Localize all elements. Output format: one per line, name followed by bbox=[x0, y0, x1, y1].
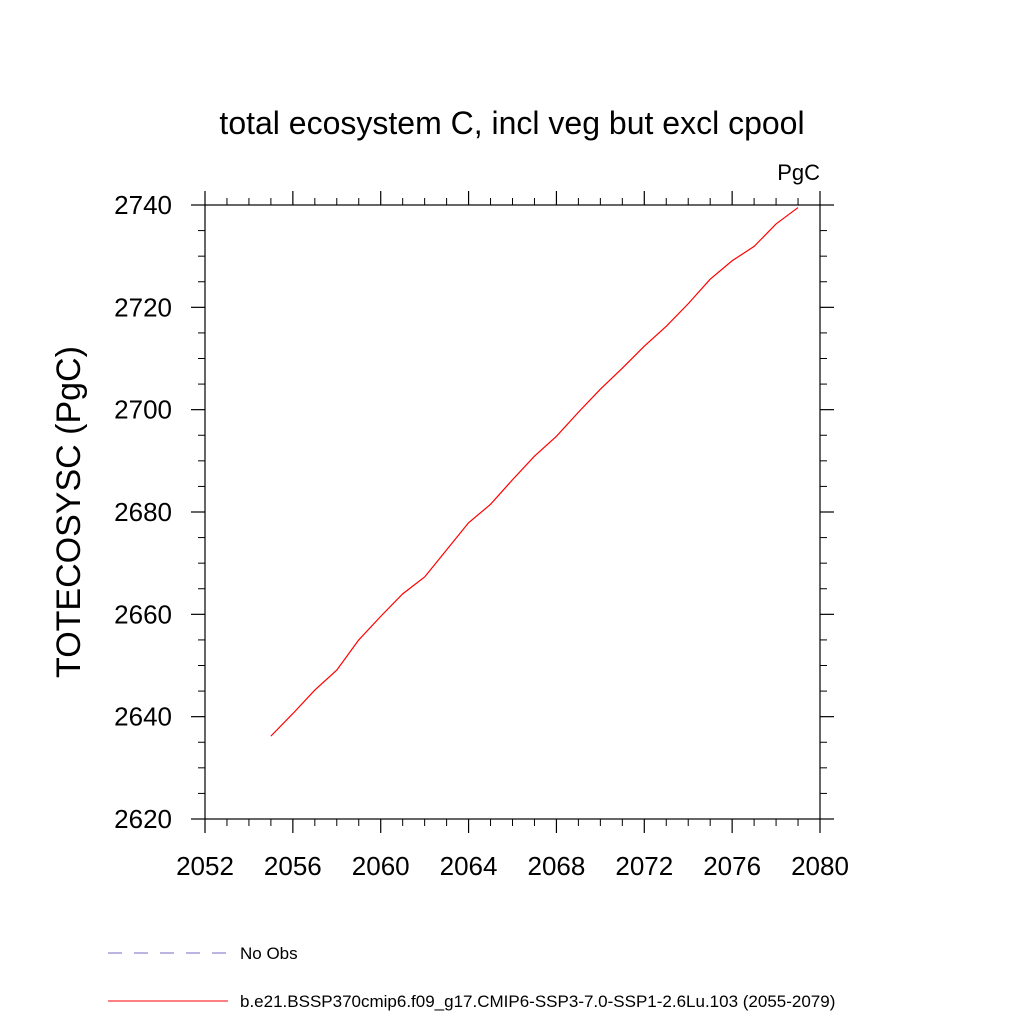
legend-label-model-run: b.e21.BSSP370cmip6.f09_g17.CMIP6-SSP3-7.… bbox=[240, 992, 835, 1011]
axis-ticks bbox=[191, 191, 834, 833]
x-tick-label: 2056 bbox=[264, 851, 322, 881]
y-tick-label: 2740 bbox=[114, 190, 172, 220]
x-tick-label: 2068 bbox=[528, 851, 586, 881]
units-label: PgC bbox=[777, 160, 820, 185]
x-tick-label: 2076 bbox=[703, 851, 761, 881]
y-tick-label: 2620 bbox=[114, 804, 172, 834]
plot-frame bbox=[204, 204, 821, 820]
y-tick-label: 2680 bbox=[114, 497, 172, 527]
series-lines bbox=[270, 207, 799, 737]
chart-title: total ecosystem C, incl veg but excl cpo… bbox=[219, 105, 804, 141]
legend: No Obs b.e21.BSSP370cmip6.f09_g17.CMIP6-… bbox=[108, 944, 835, 1011]
x-tick-label: 2072 bbox=[615, 851, 673, 881]
y-tick-label: 2660 bbox=[114, 599, 172, 629]
series-line bbox=[270, 207, 799, 737]
y-axis-label: TOTECOSYSC (PgC) bbox=[50, 346, 88, 678]
x-tick-label: 2060 bbox=[352, 851, 410, 881]
x-tick-label: 2052 bbox=[176, 851, 234, 881]
x-tick-label: 2080 bbox=[791, 851, 849, 881]
y-tick-label: 2700 bbox=[114, 395, 172, 425]
y-tick-label: 2720 bbox=[114, 292, 172, 322]
legend-label-no-obs: No Obs bbox=[240, 944, 298, 963]
x-tick-label: 2064 bbox=[440, 851, 498, 881]
y-tick-label: 2640 bbox=[114, 702, 172, 732]
tick-labels: 2052 2056 2060 2064 2068 2072 2076 2080 2620 2640… bbox=[114, 190, 849, 881]
